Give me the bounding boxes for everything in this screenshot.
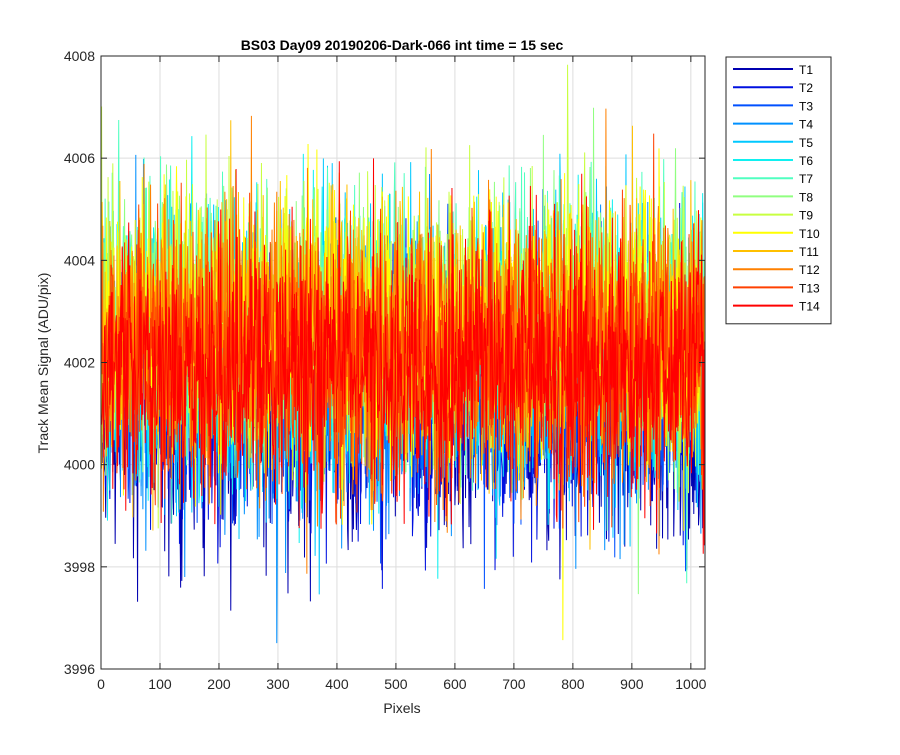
legend-label-t13: T13 <box>799 281 820 295</box>
legend-box <box>725 56 832 325</box>
y-axis-label: Track Mean Signal (ADU/pix) <box>35 273 51 454</box>
y-tick-label: 4008 <box>64 48 95 64</box>
plot-area: 0 100 200 300 400 500 600 700 800 900 1000 3996 3998… <box>64 48 707 692</box>
x-tick-label: 0 <box>97 676 105 692</box>
x-tick-label: 600 <box>443 676 467 692</box>
x-tick-label: 800 <box>561 676 585 692</box>
legend-label-t2: T2 <box>799 81 813 95</box>
legend-label-t7: T7 <box>799 172 813 186</box>
x-tick-label: 100 <box>148 676 172 692</box>
legend-label-t12: T12 <box>799 263 820 277</box>
y-tick-label: 3996 <box>64 661 95 677</box>
legend-label-t5: T5 <box>799 136 813 150</box>
x-tick-label: 300 <box>266 676 290 692</box>
series-group <box>101 64 705 644</box>
x-tick-label: 400 <box>325 676 349 692</box>
legend-label-t8: T8 <box>799 190 813 204</box>
legend-label-t14: T14 <box>799 300 820 314</box>
x-tick-label: 900 <box>620 676 644 692</box>
legend-label-t9: T9 <box>799 209 813 223</box>
y-tick-label: 4006 <box>64 150 95 166</box>
legend-label-t1: T1 <box>799 63 813 77</box>
legend-label-t11: T11 <box>799 245 819 259</box>
legend-label-t10: T10 <box>799 227 820 241</box>
legend-label-t3: T3 <box>799 99 813 113</box>
chart-title: BS03 Day09 20190206-Dark-066 int time = … <box>241 37 564 53</box>
y-tick-label: 4004 <box>64 252 95 268</box>
x-tick-label: 700 <box>502 676 526 692</box>
x-axis-label: Pixels <box>383 700 420 716</box>
ticks: 0 100 200 300 400 500 600 700 800 900 1000 3996 3998… <box>64 48 707 692</box>
y-tick-label: 4002 <box>64 355 95 371</box>
legend-label-t6: T6 <box>799 154 813 168</box>
x-tick-label: 200 <box>207 676 231 692</box>
x-tick-label: 1000 <box>675 676 706 692</box>
x-tick-label: 500 <box>384 676 408 692</box>
y-tick-label: 4000 <box>64 457 95 473</box>
series-line-t14 <box>101 158 705 554</box>
legend: T1 T2 T3 T4 T5 T6 T7 T8 T9 T10 T11 T12 T13 T14 <box>725 56 832 325</box>
legend-label-t4: T4 <box>799 118 813 132</box>
y-tick-label: 3998 <box>64 559 95 575</box>
